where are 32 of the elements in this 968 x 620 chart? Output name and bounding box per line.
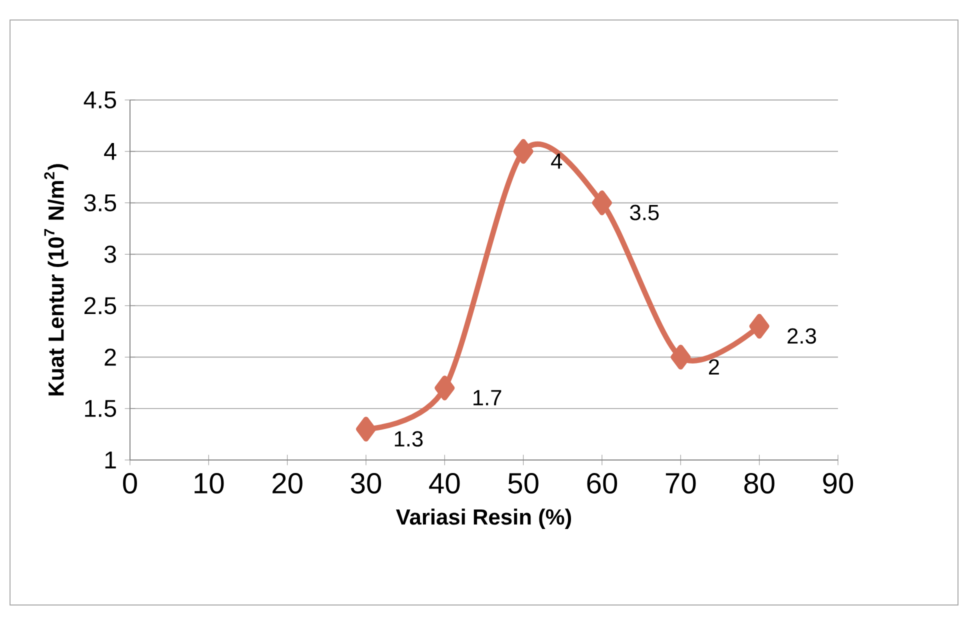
point xyxy=(434,376,455,400)
data-label: 2.3 xyxy=(788,328,816,344)
x-tick-label: 60 xyxy=(587,472,618,494)
data-label: 4 xyxy=(551,154,562,169)
point xyxy=(513,139,534,164)
x-tick-label: 70 xyxy=(666,472,696,494)
data-label: 1.7 xyxy=(474,390,502,406)
x-tick-label: 90 xyxy=(823,472,854,494)
x-tick-label: 50 xyxy=(508,472,538,494)
y-tick-label: 4.5 xyxy=(84,91,116,108)
y-tick-label: 3.5 xyxy=(84,194,116,212)
data-label: 3.5 xyxy=(630,204,659,220)
y-tick-label: 1.5 xyxy=(85,400,116,418)
data-label: 2 xyxy=(708,359,719,374)
point xyxy=(356,416,376,442)
point xyxy=(749,314,770,339)
x-axis-title: Variasi Resin (%) xyxy=(396,508,572,530)
x-tick-label: 20 xyxy=(272,472,302,494)
y-tick-label: 1 xyxy=(105,452,116,468)
point xyxy=(670,344,691,370)
x-tick-label: 40 xyxy=(429,472,460,494)
data-label: 1.3 xyxy=(394,431,423,447)
point xyxy=(592,190,612,216)
y-tick-label: 4 xyxy=(104,143,116,160)
y-tick-label: 3 xyxy=(104,246,116,263)
x-tick-label: 0 xyxy=(123,472,137,494)
y-tick-label: 2 xyxy=(104,348,116,366)
y-axis-title: Kuat Lentur (10$^{7}$ N/m$^{2}$) xyxy=(44,164,68,396)
x-tick-label: 80 xyxy=(744,472,774,494)
x-tick-label: 30 xyxy=(350,472,382,494)
x-tick-label: 10 xyxy=(194,472,224,494)
y-tick-label: 2.5 xyxy=(84,297,116,314)
